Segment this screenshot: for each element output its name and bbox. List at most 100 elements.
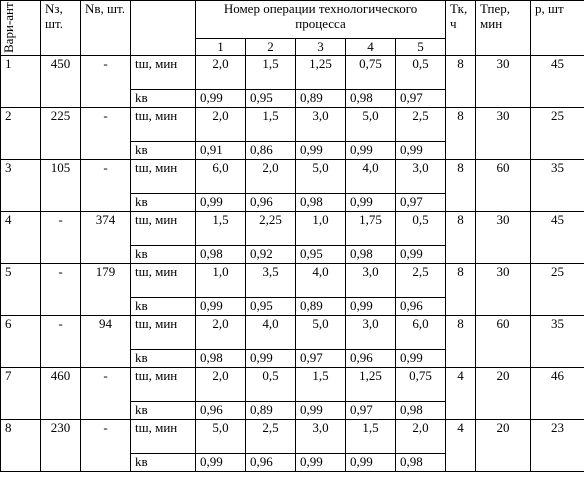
p: 45 bbox=[530, 55, 584, 108]
nv: 179 bbox=[80, 263, 131, 316]
t-value: 6,0 bbox=[195, 159, 246, 194]
t-value: 0,5 bbox=[394, 55, 447, 90]
t-value: 2,0 bbox=[394, 419, 447, 454]
k-row: kв 0,91 0,86 0,99 0,99 0,99 bbox=[1, 141, 584, 160]
k-value: 0,95 bbox=[245, 89, 296, 108]
t-value: 6,0 bbox=[394, 315, 447, 350]
tper: 30 bbox=[475, 263, 532, 316]
k-value: 0,98 bbox=[394, 401, 447, 420]
k-label: kв bbox=[130, 297, 196, 316]
tk: 8 bbox=[445, 159, 477, 212]
nv: - bbox=[80, 159, 131, 212]
tk: 4 bbox=[445, 419, 477, 472]
table-body: Вари-ант Nз, шт. Nв, шт. Номер операции тех… bbox=[0, 0, 584, 472]
t-label: tш, мин bbox=[130, 55, 196, 90]
k-row: kв 0,96 0,89 0,99 0,97 0,98 bbox=[1, 401, 584, 420]
k-value: 0,91 bbox=[195, 141, 246, 160]
tper: 20 bbox=[475, 419, 532, 472]
nv-header: Nв, шт. bbox=[80, 0, 131, 56]
t-value: 2,0 bbox=[245, 159, 296, 194]
variant: 6 bbox=[0, 315, 41, 368]
k-value: 0,95 bbox=[245, 297, 296, 316]
op-number: 5 bbox=[394, 38, 447, 56]
k-row: kв 0,99 0,96 0,99 0,99 0,98 bbox=[1, 453, 584, 472]
t-value: 3,0 bbox=[345, 315, 396, 350]
data-table: Вари-ант Nз, шт. Nв, шт. Номер операции тех… bbox=[0, 0, 584, 472]
label-header bbox=[130, 0, 196, 56]
variant: 4 bbox=[0, 211, 41, 264]
tper: 60 bbox=[475, 159, 532, 212]
k-value: 0,98 bbox=[345, 245, 396, 264]
k-value: 0,97 bbox=[345, 401, 396, 420]
t-value: 4,0 bbox=[345, 159, 396, 194]
nz: 450 bbox=[40, 55, 81, 108]
k-value: 0,99 bbox=[195, 453, 246, 472]
k-label: kв bbox=[130, 245, 196, 264]
k-label: kв bbox=[130, 193, 196, 212]
time-row: 6-94 tш, мин 2,0 4,0 5,0 3,0 6,0 8 60 35 bbox=[0, 315, 584, 368]
k-value: 0,98 bbox=[295, 193, 346, 212]
t-value: 2,0 bbox=[195, 315, 246, 350]
t-value: 3,0 bbox=[295, 419, 346, 454]
t-label: tш, мин bbox=[130, 419, 196, 454]
k-value: 0,98 bbox=[195, 349, 246, 368]
t-value: 1,25 bbox=[295, 55, 346, 90]
p: 35 bbox=[530, 159, 584, 212]
nz: 460 bbox=[40, 367, 81, 420]
t-value: 1,5 bbox=[295, 367, 346, 402]
k-value: 0,99 bbox=[295, 401, 346, 420]
tk: 8 bbox=[445, 315, 477, 368]
variant: 1 bbox=[0, 55, 41, 108]
nv: 374 bbox=[80, 211, 131, 264]
t-label: tш, мин bbox=[130, 367, 196, 402]
nz-header: Nз, шт. bbox=[40, 0, 81, 56]
k-value: 0,96 bbox=[245, 193, 296, 212]
k-value: 0,98 bbox=[394, 453, 447, 472]
k-value: 0,97 bbox=[295, 349, 346, 368]
k-label: kв bbox=[130, 401, 196, 420]
variant-header: Вари-ант bbox=[1, 2, 16, 54]
nz: 230 bbox=[40, 419, 81, 472]
nv: - bbox=[80, 367, 131, 420]
k-value: 0,96 bbox=[245, 453, 296, 472]
op-number: 4 bbox=[345, 38, 396, 56]
k-value: 0,98 bbox=[345, 89, 396, 108]
t-value: 1,0 bbox=[195, 263, 246, 298]
nz: - bbox=[40, 211, 81, 264]
nz: 105 bbox=[40, 159, 81, 212]
t-value: 2,0 bbox=[195, 55, 246, 90]
k-value: 0,99 bbox=[394, 141, 447, 160]
t-value: 4,0 bbox=[245, 315, 296, 350]
t-value: 3,0 bbox=[394, 159, 447, 194]
t-value: 2,5 bbox=[245, 419, 296, 454]
p: 25 bbox=[530, 263, 584, 316]
t-value: 1,75 bbox=[345, 211, 396, 246]
time-row: 3 105- tш, мин 6,0 2,0 5,0 4,0 3,0 8 60 35 bbox=[0, 159, 584, 212]
k-value: 0,99 bbox=[345, 193, 396, 212]
k-value: 0,98 bbox=[195, 245, 246, 264]
op-number: 2 bbox=[245, 38, 296, 56]
t-label: tш, мин bbox=[130, 263, 196, 298]
t-value: 1,5 bbox=[245, 107, 296, 142]
k-value: 0,97 bbox=[394, 193, 447, 212]
tper: 30 bbox=[475, 55, 532, 108]
time-row: 5-179 tш, мин 1,0 3,5 4,0 3,0 2,5 8 30 25 bbox=[0, 263, 584, 316]
nz: - bbox=[40, 263, 81, 316]
tper: 30 bbox=[475, 107, 532, 160]
k-value: 0,99 bbox=[195, 193, 246, 212]
k-value: 0,86 bbox=[245, 141, 296, 160]
nv: - bbox=[80, 419, 131, 472]
k-value: 0,99 bbox=[345, 297, 396, 316]
k-value: 0,92 bbox=[245, 245, 296, 264]
time-row: 2 225- tш, мин 2,0 1,5 3,0 5,0 2,5 8 30 25 bbox=[0, 107, 584, 160]
k-value: 0,96 bbox=[345, 349, 396, 368]
t-label: tш, мин bbox=[130, 315, 196, 350]
k-label: kв bbox=[130, 89, 196, 108]
k-value: 0,99 bbox=[245, 349, 296, 368]
k-value: 0,89 bbox=[295, 89, 346, 108]
k-row: kв 0,98 0,92 0,95 0,98 0,99 bbox=[1, 245, 584, 264]
k-label: kв bbox=[130, 349, 196, 368]
variant-header-cell: Вари-ант bbox=[0, 0, 41, 56]
time-row: 1 450- tш, мин 2,0 1,5 1,25 0,75 0,5 8 30 45 bbox=[0, 55, 584, 108]
